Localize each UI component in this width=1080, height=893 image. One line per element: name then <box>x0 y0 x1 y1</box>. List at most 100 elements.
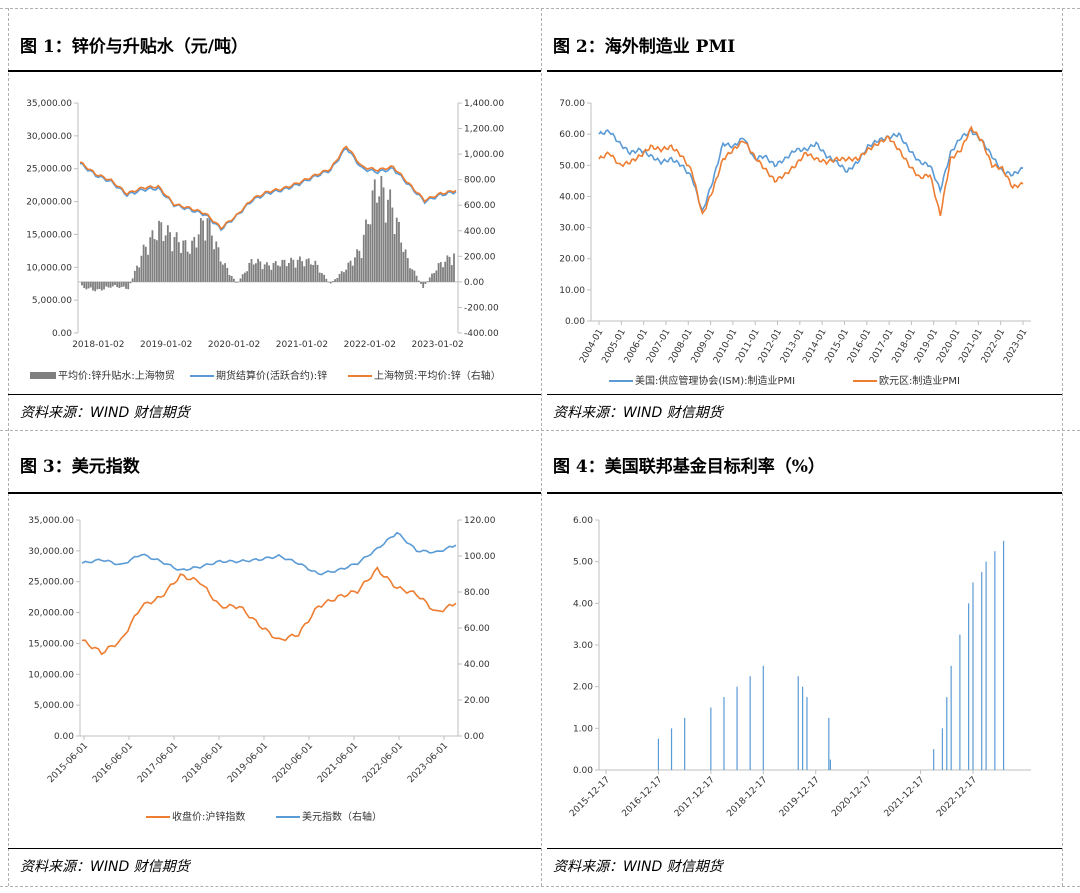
premium-bar <box>382 187 385 282</box>
legend-label: 收盘价:沪锌指数 <box>172 810 245 823</box>
premium-bar <box>351 265 354 282</box>
rate-bar <box>710 707 712 770</box>
rate-bar <box>941 728 944 770</box>
premium-bar <box>442 267 444 282</box>
premium-bar <box>213 249 215 282</box>
premium-bar <box>87 281 90 289</box>
x-axis-tick-label: 2015-12-17 <box>568 775 612 819</box>
x-axis-tick-label: 2020-06-01 <box>271 741 315 785</box>
premium-bar <box>81 281 83 286</box>
premium-bar <box>356 249 359 282</box>
premium-bar <box>162 241 165 282</box>
premium-bar <box>142 244 145 282</box>
y-axis-left-tick-label: 0.00 <box>52 329 72 339</box>
premium-bar <box>107 281 110 288</box>
rate-bar <box>946 697 948 770</box>
premium-bar <box>305 259 308 282</box>
premium-bar <box>171 251 174 282</box>
x-axis-tick-label: 2019-12-17 <box>778 775 822 819</box>
premium-bar <box>195 247 198 282</box>
center-divider <box>541 8 542 886</box>
premium-bar <box>252 264 255 282</box>
premium-bar <box>378 196 381 282</box>
rate-bar <box>723 697 725 770</box>
premium-bar <box>114 281 116 286</box>
rate-bar <box>950 665 952 770</box>
y-axis-tick-label: 5.00 <box>573 558 593 568</box>
y-axis-tick-label: 60.00 <box>559 130 585 140</box>
y-axis-right-tick-label: 400.00 <box>464 227 496 237</box>
premium-bar <box>329 281 332 284</box>
y-axis-left-tick-label: 10,000.00 <box>28 670 74 680</box>
premium-bar <box>259 261 262 282</box>
y-axis-left-tick-label: 30,000.00 <box>28 547 74 557</box>
premium-bar <box>406 258 409 282</box>
premium-bar <box>332 281 334 282</box>
title-rule <box>8 492 541 494</box>
spot-price-line <box>79 145 457 230</box>
source-rule <box>8 394 541 395</box>
premium-bar <box>283 259 286 282</box>
y-axis-left-tick-label: 5,000.00 <box>32 296 72 306</box>
premium-bar <box>83 281 86 289</box>
premium-bar <box>362 234 365 282</box>
dollar-index-line <box>81 531 457 576</box>
rate-bar <box>828 717 830 770</box>
premium-bar <box>239 278 242 282</box>
panel-pmi: 图 2：海外制造业 PMI 0.00 10.00 20.00 30.00 40.00 50… <box>541 8 1062 430</box>
premium-bar <box>338 273 341 282</box>
premium-bar <box>334 279 337 282</box>
premium-bar <box>111 281 114 287</box>
rate-bar <box>829 759 831 770</box>
panel-title: 图 3：美元指数 <box>20 457 140 477</box>
y-axis-tick-label: 30.00 <box>559 224 585 234</box>
zinc-price-chart: 0.00 5,000.00 10,000.00 15,000.00 20,000.00 2… <box>26 99 504 382</box>
y-axis-right-tick-label: 40.00 <box>464 660 490 670</box>
premium-bar <box>431 273 433 282</box>
x-axis-tick-label: 2015-06-01 <box>46 741 90 785</box>
premium-bar <box>241 274 244 282</box>
premium-bar <box>129 281 132 284</box>
y-axis-right-tick-label: 60.00 <box>464 624 490 634</box>
premium-bar <box>448 256 451 282</box>
premium-bar <box>376 202 378 282</box>
x-axis-tick-label: 2021-01-02 <box>276 340 328 350</box>
premium-bar <box>118 281 121 289</box>
premium-bar <box>360 258 363 282</box>
y-axis-tick-label: 10.00 <box>559 286 585 296</box>
x-axis-tick-label: 2020-01-02 <box>208 340 260 350</box>
y-axis-right-tick-label: 20.00 <box>464 696 490 706</box>
premium-bar <box>395 217 398 282</box>
premium-bar <box>120 281 123 288</box>
premium-bar <box>166 225 169 282</box>
premium-bar <box>393 234 396 282</box>
premium-bar <box>290 257 293 282</box>
premium-bar <box>270 269 273 282</box>
source-note: 资料来源：WIND 财信期货 <box>553 859 723 875</box>
premium-bar <box>365 219 367 282</box>
premium-bar <box>136 265 138 282</box>
rate-bar <box>959 634 961 770</box>
premium-bar <box>398 221 400 282</box>
premium-bar <box>321 273 323 282</box>
premium-bar <box>323 274 326 282</box>
premium-bar <box>446 255 449 282</box>
premium-bar <box>199 218 202 282</box>
rate-bar <box>968 603 970 770</box>
premium-bar <box>89 281 92 288</box>
x-axis-tick-label: 2018-12-17 <box>725 775 769 819</box>
premium-bar <box>180 252 182 282</box>
premium-bar <box>389 189 392 282</box>
premium-bar <box>453 253 455 282</box>
premium-bar <box>250 259 253 282</box>
source-note: 资料来源：WIND 财信期货 <box>20 405 190 421</box>
premium-bar <box>263 264 266 282</box>
premium-bar <box>208 217 211 282</box>
legend-label: 平均价:锌升贴水:上海物贸 <box>58 369 175 382</box>
premium-bar <box>354 257 356 282</box>
y-axis-right-tick-label: 0.00 <box>464 278 484 288</box>
premium-bar <box>96 281 99 290</box>
premium-bar <box>177 242 180 282</box>
premium-bar <box>155 240 158 282</box>
premium-bar <box>243 272 246 282</box>
